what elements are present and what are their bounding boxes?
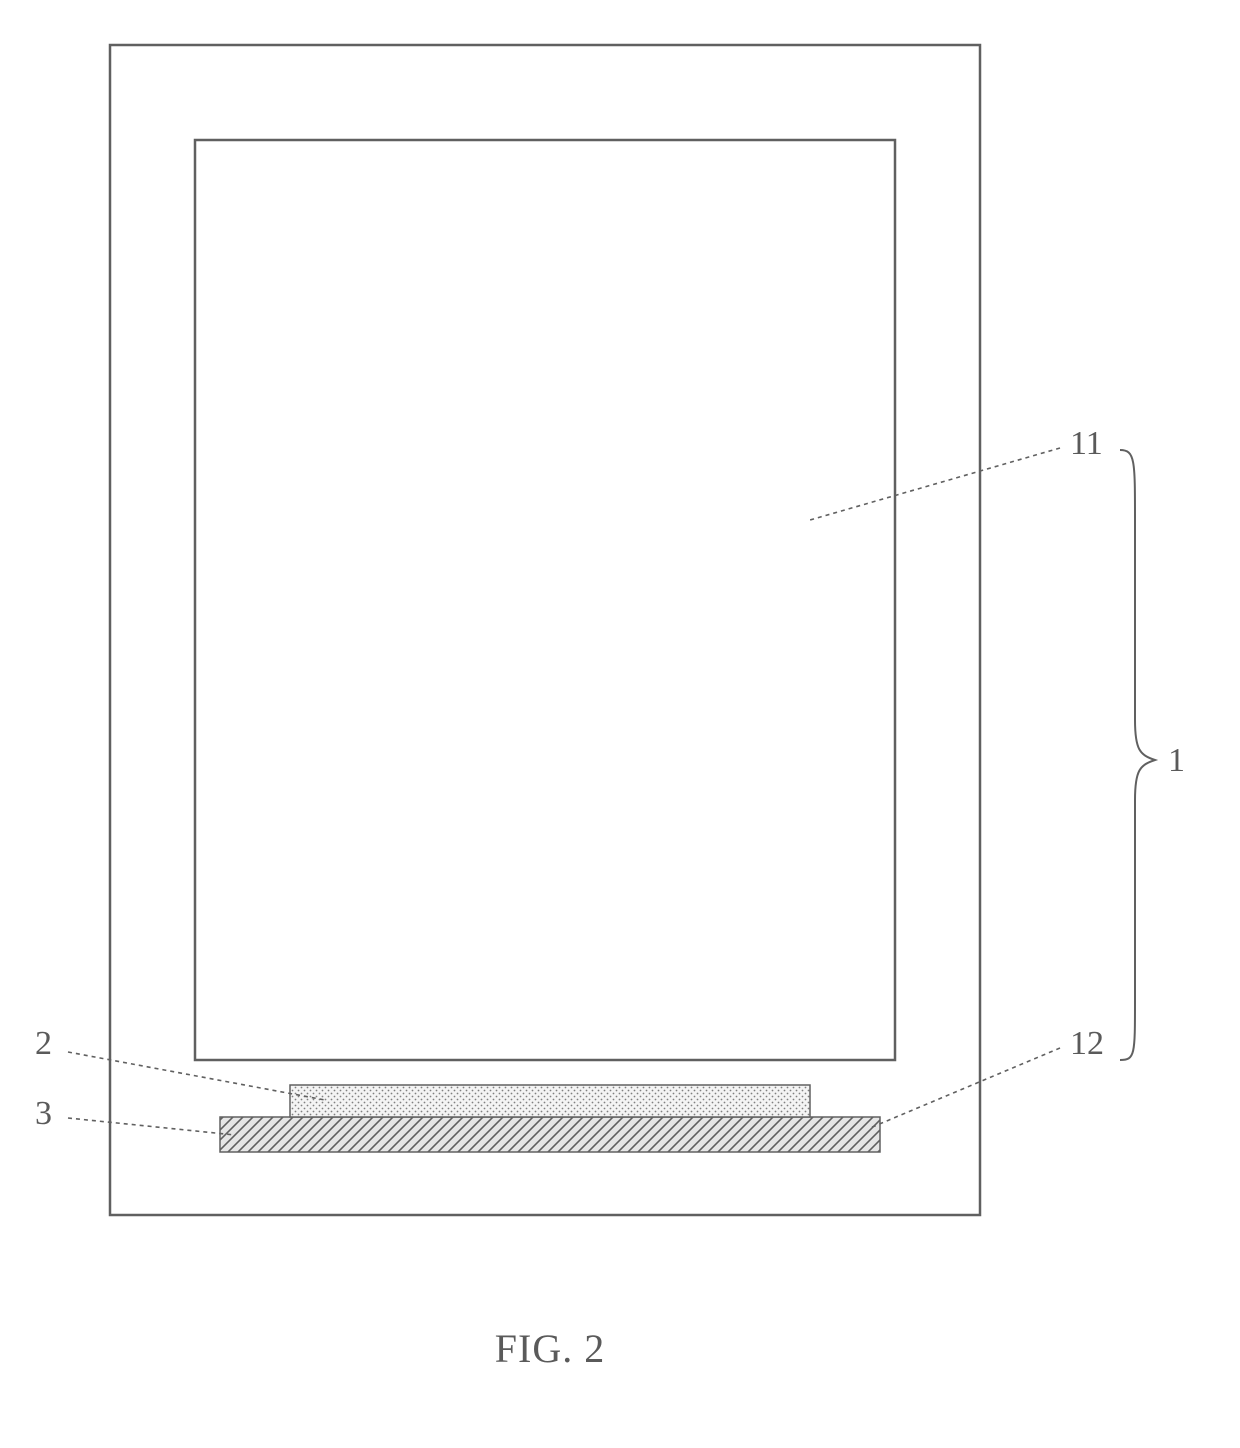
layer-2	[290, 1085, 810, 1117]
diagram-svg	[0, 0, 1240, 1448]
leader-3	[68, 1118, 235, 1135]
figure-caption: FIG. 2	[0, 1325, 1100, 1372]
leader-11	[810, 448, 1060, 520]
label-1: 1	[1168, 742, 1185, 780]
label-2: 2	[35, 1025, 52, 1063]
layer-3	[220, 1117, 880, 1152]
label-11: 11	[1070, 425, 1103, 463]
figure-canvas: 11 12 1 2 3 FIG. 2	[0, 0, 1240, 1448]
label-3: 3	[35, 1095, 52, 1133]
leader-12	[870, 1048, 1060, 1128]
inner-rect	[195, 140, 895, 1060]
outer-rect	[110, 45, 980, 1215]
brace-1	[1120, 450, 1155, 1060]
label-12: 12	[1070, 1025, 1104, 1063]
